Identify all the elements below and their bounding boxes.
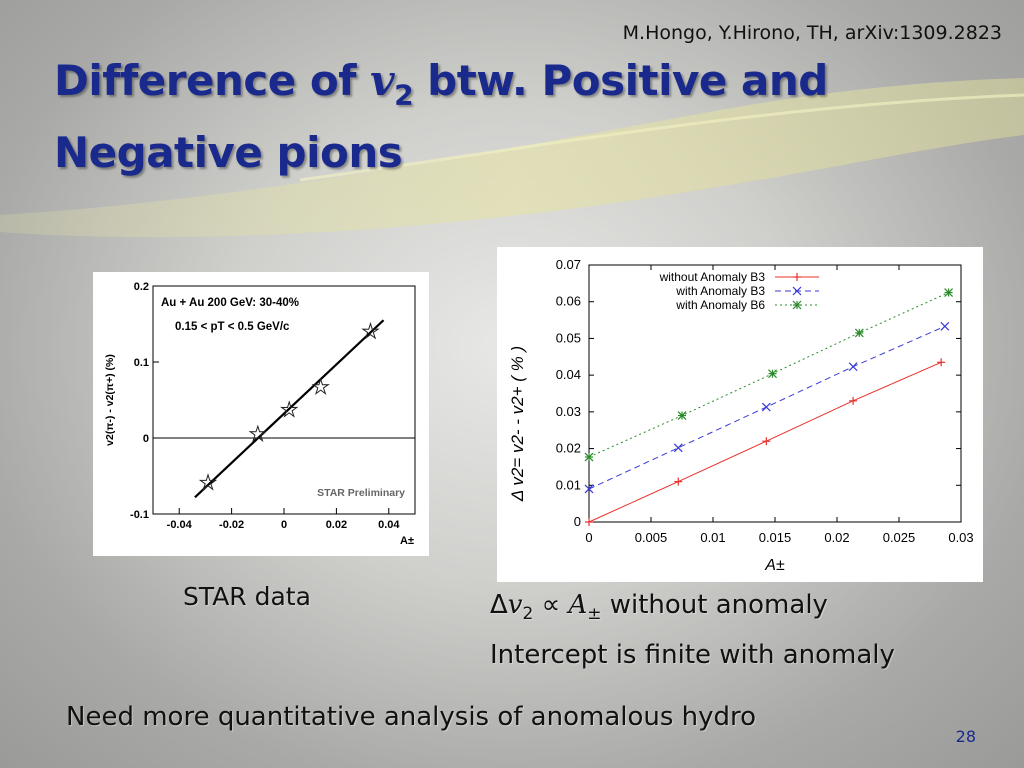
x-tick-label: 0.04 [378, 519, 400, 531]
model-chart: 0 0.005 0.01 0.015 0.02 0.025 0.03 0 0.01 0.02 0.0… [508, 257, 974, 574]
plot-frame [588, 264, 962, 523]
a-symbol: A [568, 590, 588, 620]
data-point [940, 321, 950, 331]
watermark: STAR Preliminary [317, 487, 405, 499]
y-tick-label: 0.1 [134, 357, 149, 369]
title-line2: Negative pions [54, 128, 403, 178]
data-point [279, 400, 299, 418]
citation: M.Hongo, Y.Hirono, TH, arXiv:1309.2823 [622, 22, 1002, 44]
y-axis-label: v2(π-) - v2(π+) (%) [104, 354, 116, 446]
star-chart-panel: -0.04 -0.02 0 0.02 0.04 -0.1 0 0.1 0.2 Au + Au 20… [93, 272, 429, 556]
x-tick-label: -0.04 [167, 519, 193, 531]
star-data-caption: STAR data [183, 582, 311, 611]
annotation-line-1: Au + Au 200 GeV: 30-40% [161, 297, 299, 309]
data-point [361, 321, 380, 340]
data-point [854, 328, 864, 338]
fit-line [194, 319, 385, 499]
proportional-symbol: ∝ [533, 590, 569, 620]
title-variable: v [370, 56, 395, 105]
title-part2: btw. Positive and [413, 56, 828, 105]
y-tick-label: 0 [143, 433, 149, 445]
data-point [768, 369, 777, 379]
legend-marker [792, 286, 802, 296]
y-tick-label: 0.02 [556, 441, 581, 456]
x-tick-label: 0.03 [948, 530, 973, 545]
data-point [584, 452, 594, 462]
y-tick-label: 0.05 [556, 330, 581, 345]
legend-label: with Anomaly B6 [675, 298, 765, 312]
x-tick-label: 0.02 [824, 530, 849, 545]
data-point [248, 424, 267, 443]
star-chart: -0.04 -0.02 0 0.02 0.04 -0.1 0 0.1 0.2 Au + Au 20… [104, 281, 416, 547]
bottom-caption: Need more quantitative analysis of anoma… [66, 702, 757, 732]
slide-title: Difference of v2 btw. Positive and Negat… [54, 52, 974, 182]
x-axis-label: A± [764, 557, 785, 574]
data-point [944, 288, 954, 297]
background-wave [0, 78, 1024, 238]
proportional-caption: Δv2 ∝ A± without anomaly [490, 590, 828, 624]
title-subscript: 2 [394, 78, 414, 112]
data-point [849, 396, 858, 405]
x-tick-label: 0 [281, 519, 287, 531]
x-tick-label: 0.01 [700, 530, 725, 545]
data-point [761, 402, 771, 412]
x-tick-label: 0.015 [759, 530, 792, 545]
data-point [584, 484, 594, 494]
data-point [848, 362, 858, 372]
legend-marker [793, 273, 801, 281]
y-tick-label: 0.03 [556, 404, 581, 419]
data-point [673, 443, 683, 453]
y-tick-label: 0.04 [556, 367, 581, 382]
x-axis-label: A± [400, 535, 414, 547]
y-tick-label: 0 [574, 514, 581, 529]
page-number: 28 [955, 727, 976, 746]
data-point [762, 437, 771, 446]
x-tick-label: -0.02 [219, 519, 244, 531]
data-point [198, 473, 218, 491]
legend-label: without Anomaly B3 [659, 270, 766, 284]
y-tick-label: 0.06 [556, 294, 581, 309]
y-tick-label: -0.1 [130, 509, 149, 521]
data-point [311, 377, 330, 395]
annotation-line-2: 0.15 < pT < 0.5 GeV/c [175, 321, 290, 333]
v-symbol: v [507, 590, 523, 620]
series-line [588, 361, 942, 523]
y-tick-label: 0.07 [556, 257, 581, 272]
x-tick-label: 0.02 [326, 519, 347, 531]
title-part1: Difference of [54, 56, 371, 105]
data-point [937, 358, 946, 367]
y-tick-label: 0.2 [134, 281, 149, 293]
data-point [585, 518, 593, 526]
legend-label: with Anomaly B3 [675, 284, 765, 298]
data-point [677, 411, 687, 420]
y-axis-label: Δ v2= v2- - v2+ ( % ) [508, 346, 527, 502]
model-chart-panel: 0 0.005 0.01 0.015 0.02 0.025 0.03 0 0.01 0.02 0.0… [497, 247, 983, 582]
a-subscript: ± [587, 604, 602, 625]
x-tick-label: 0.005 [635, 530, 668, 545]
legend-marker [792, 300, 802, 310]
delta-symbol: Δ [490, 590, 508, 620]
x-tick-label: 0 [585, 530, 592, 545]
proportional-text: without anomaly [601, 590, 828, 620]
data-point [674, 477, 683, 486]
x-tick-label: 0.025 [883, 530, 916, 545]
y-tick-label: 0.01 [556, 477, 581, 492]
v-subscript: 2 [522, 604, 534, 625]
intercept-caption: Intercept is finite with anomaly [490, 640, 895, 670]
series-line [588, 292, 949, 458]
